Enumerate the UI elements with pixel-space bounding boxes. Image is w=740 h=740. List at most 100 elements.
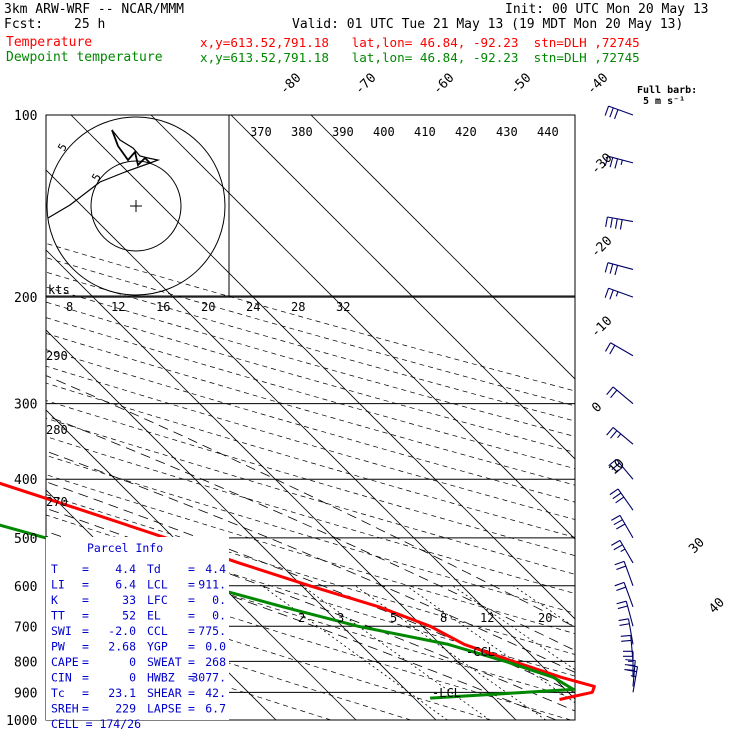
wind-barb bbox=[614, 560, 634, 586]
wind-barb-staff bbox=[632, 666, 639, 693]
isotherm-label: -60 bbox=[430, 71, 457, 98]
forecast-label: Fcst: bbox=[4, 17, 44, 32]
parcel-eq: = bbox=[188, 624, 195, 638]
wind-barb-staff bbox=[610, 342, 634, 357]
wind-barb-staff bbox=[632, 660, 636, 687]
parcel-key: LAPSE bbox=[147, 702, 182, 716]
init-time: Init: 00 UTC Mon 20 May 13 bbox=[505, 2, 709, 17]
wind-barb-flag bbox=[606, 427, 614, 436]
speed-tick-label: 16 bbox=[156, 300, 170, 314]
pressure-label: 700 bbox=[14, 620, 37, 635]
parcel-value: 4.4 bbox=[205, 562, 226, 576]
wind-barb-flag bbox=[611, 462, 620, 471]
wind-barb-flag bbox=[605, 216, 608, 227]
mixing-ratio-label: 2 bbox=[298, 611, 305, 625]
wind-barb-staff bbox=[623, 582, 634, 608]
parcel-key: K bbox=[51, 593, 58, 607]
parcel-key: PW bbox=[51, 640, 65, 654]
wind-barb-flag bbox=[609, 344, 616, 355]
mixing-ratio-label: 20 bbox=[538, 611, 552, 625]
parcel-eq: = bbox=[82, 686, 89, 700]
wind-barb-flag bbox=[614, 466, 624, 474]
wind-barb-staff bbox=[607, 262, 634, 270]
wind-barb-flag bbox=[609, 488, 619, 496]
dry-adiabat bbox=[46, 271, 575, 422]
parcel-value: -2.0 bbox=[108, 624, 136, 638]
parcel-value: 52 bbox=[122, 609, 136, 623]
parcel-key: SWEAT bbox=[147, 655, 182, 669]
dry-adiabat bbox=[46, 257, 575, 407]
wind-barb bbox=[605, 342, 634, 357]
isotherm-label: -70 bbox=[352, 71, 379, 98]
ccl-annotation: -CCL bbox=[466, 645, 495, 659]
wind-barb-flag bbox=[605, 342, 611, 352]
theta-label: 380 bbox=[291, 125, 313, 139]
parcel-value: 23.1 bbox=[108, 686, 136, 700]
pressure-label: 300 bbox=[14, 398, 37, 413]
isotherm bbox=[46, 409, 357, 720]
hodograph-ring-outer bbox=[46, 116, 226, 296]
parcel-eq: = bbox=[82, 702, 89, 716]
wind-barb-flag bbox=[613, 544, 623, 551]
parcel-eq: = bbox=[188, 640, 195, 654]
parcel-value: 0.0 bbox=[205, 640, 226, 654]
pressure-label: 800 bbox=[14, 655, 37, 670]
wind-barb-flag bbox=[616, 565, 627, 570]
pressure-label: 100 bbox=[14, 109, 37, 124]
theta-label: 430 bbox=[496, 125, 518, 139]
parcel-value: 4.4 bbox=[115, 562, 136, 576]
theta-label: 410 bbox=[414, 125, 436, 139]
theta-label: 370 bbox=[250, 125, 272, 139]
mixing-ratio-label: 5 bbox=[390, 611, 397, 625]
wind-barb bbox=[620, 634, 634, 662]
parcel-eq: = bbox=[188, 702, 195, 716]
wind-barb bbox=[604, 105, 634, 120]
wind-barb bbox=[626, 664, 639, 693]
wind-barb-staff bbox=[608, 105, 634, 116]
dry-adiabat-label: 290 bbox=[46, 349, 68, 363]
wind-barb-staff bbox=[607, 216, 634, 223]
parcel-key: CAPE bbox=[51, 655, 79, 669]
dewpoint-legend: Dewpoint temperature bbox=[6, 50, 163, 65]
parcel-value: 42. bbox=[205, 686, 226, 700]
parcel-eq: = bbox=[188, 671, 195, 685]
theta-label: 440 bbox=[537, 125, 559, 139]
parcel-value: 0. bbox=[212, 609, 226, 623]
parcel-value: 0 bbox=[129, 671, 136, 685]
isotherm bbox=[230, 115, 575, 460]
parcel-key: EL bbox=[147, 609, 161, 623]
parcel-key: CIN bbox=[51, 671, 72, 685]
parcel-info-box: Parcel Info T = 4.4 Td = 4.4LI = 6.4 LCL = 911.K = 3… bbox=[46, 537, 229, 731]
wind-barb-staff bbox=[617, 488, 634, 511]
pressure-label: 600 bbox=[14, 580, 37, 595]
wind-barb-staff bbox=[623, 561, 634, 586]
wind-barb-flag bbox=[614, 560, 625, 566]
mixing-ratio-label: 3 bbox=[337, 611, 344, 625]
wind-barb bbox=[609, 488, 634, 511]
wind-barb-flag bbox=[621, 639, 632, 642]
wind-barb-staff bbox=[608, 287, 634, 298]
wind-barb-flag bbox=[614, 218, 618, 229]
isotherm-label: -80 bbox=[277, 71, 304, 98]
parcel-value: 775. bbox=[198, 624, 226, 638]
wind-barb bbox=[604, 287, 634, 300]
wind-legend-title: Full barb: bbox=[637, 85, 697, 96]
parcel-key: LCL bbox=[147, 578, 168, 592]
wind-barb-flag bbox=[611, 514, 621, 521]
wind-barb-flag bbox=[610, 389, 618, 399]
wind-barb-flag bbox=[610, 217, 613, 228]
temperature-legend: Temperature bbox=[6, 35, 93, 50]
wind-barb-half-flag bbox=[620, 159, 623, 166]
parcel-value: 3077. bbox=[191, 671, 226, 685]
parcel-key: Td bbox=[147, 562, 161, 576]
parcel-value: 33 bbox=[122, 593, 136, 607]
wind-barb-flag bbox=[613, 519, 623, 526]
dry-adiabat bbox=[46, 436, 575, 594]
pressure-label: 400 bbox=[14, 473, 37, 488]
isotherm bbox=[70, 115, 575, 620]
mixing-ratio-line bbox=[513, 585, 575, 628]
wind-barb-staff bbox=[615, 458, 634, 480]
isotherm-label: -40 bbox=[584, 71, 611, 98]
wind-barb bbox=[604, 262, 634, 276]
parcel-eq: = bbox=[82, 624, 89, 638]
